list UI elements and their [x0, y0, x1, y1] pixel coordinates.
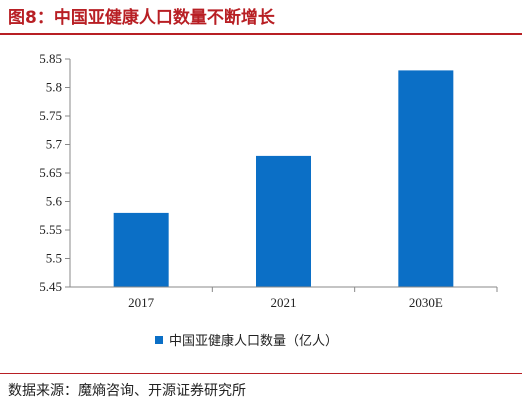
- source-note: 数据来源：魔熵咨询、开源证券研究所: [8, 383, 246, 399]
- x-tick-label: 2021: [271, 295, 297, 310]
- y-tick-label: 5.5: [46, 251, 62, 266]
- title-divider: [0, 33, 522, 35]
- bar-2021: [256, 155, 311, 287]
- y-tick-label: 5.55: [39, 222, 62, 237]
- y-tick-label: 5.7: [46, 137, 63, 152]
- source-divider: [0, 373, 522, 374]
- y-tick-label: 5.8: [46, 80, 62, 95]
- bar-2017: [113, 212, 169, 287]
- y-tick-label: 5.6: [46, 194, 63, 209]
- legend-label: 中国亚健康人口数量（亿人）: [169, 333, 338, 349]
- y-axis: 5.45 5.5 5.55 5.6 5.65 5.7 5.75 5.8 5.85: [39, 51, 71, 294]
- bar-2030E: [398, 70, 454, 288]
- x-axis: 2017 2021 2030E: [70, 286, 498, 310]
- legend-swatch: [155, 336, 163, 344]
- y-tick-label: 5.45: [39, 279, 62, 294]
- legend: 中国亚健康人口数量（亿人）: [155, 333, 338, 349]
- figure-title: 图8：中国亚健康人口数量不断增长: [8, 8, 275, 28]
- y-tick-label: 5.65: [39, 165, 62, 180]
- x-tick-label: 2017: [128, 295, 155, 310]
- y-tick-label: 5.75: [39, 108, 62, 123]
- x-tick-label: 2030E: [409, 295, 443, 310]
- y-tick-label: 5.85: [39, 51, 62, 66]
- bars: [113, 70, 454, 288]
